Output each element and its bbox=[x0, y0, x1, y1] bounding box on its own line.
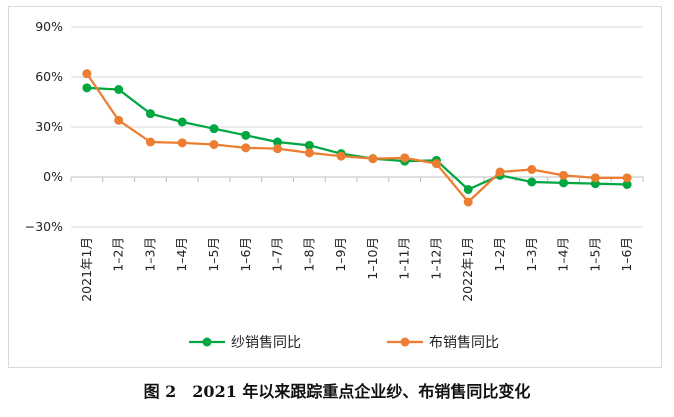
figure-caption: 图 2 2021 年以来跟踪重点企业纱、布销售同比变化 bbox=[143, 382, 531, 401]
x-tick-label: 1–6月 bbox=[619, 237, 634, 272]
x-tick-label: 1–11月 bbox=[397, 237, 412, 280]
x-tick-label: 2022年1月 bbox=[460, 237, 475, 302]
data-point bbox=[495, 167, 505, 177]
data-point bbox=[273, 144, 283, 154]
x-tick-label: 1–7月 bbox=[270, 237, 285, 272]
x-tick-label: 1–3月 bbox=[524, 237, 539, 272]
series-line bbox=[85, 73, 628, 204]
data-point bbox=[114, 85, 124, 94]
series-lines bbox=[82, 69, 632, 207]
data-point bbox=[527, 177, 537, 187]
x-tick-label: 1–12月 bbox=[428, 237, 443, 280]
data-point bbox=[304, 140, 314, 150]
data-point bbox=[527, 165, 537, 174]
data-point bbox=[590, 173, 600, 183]
data-point bbox=[622, 173, 632, 183]
y-tick-label: 60% bbox=[35, 69, 63, 84]
x-tick-label: 1–8月 bbox=[301, 237, 316, 272]
x-tick-label: 1–6月 bbox=[238, 237, 253, 272]
x-tick-label: 1–4月 bbox=[556, 237, 571, 272]
legend-swatch-marker bbox=[202, 337, 212, 347]
y-tick-label: −30% bbox=[25, 219, 63, 234]
legend-swatch-marker bbox=[400, 337, 410, 347]
data-point bbox=[431, 159, 441, 169]
line-chart: 90% 60% 30% 0% −30% 2021年1月 1–2月 1–3月 1–4月 1–5月 1… bbox=[25, 19, 644, 351]
data-point bbox=[273, 137, 283, 147]
x-tick-label: 1–2月 bbox=[111, 237, 126, 272]
x-tick-label: 1–9月 bbox=[333, 237, 348, 272]
y-tick-label: 0% bbox=[43, 169, 63, 184]
legend-label: 布销售同比 bbox=[429, 335, 499, 351]
series-line bbox=[86, 86, 628, 191]
data-point bbox=[559, 170, 569, 180]
data-point bbox=[82, 69, 92, 79]
data-point bbox=[463, 197, 473, 207]
data-point bbox=[368, 154, 378, 164]
series-1 bbox=[82, 83, 632, 194]
data-point bbox=[241, 143, 251, 153]
data-point bbox=[463, 185, 473, 194]
data-point bbox=[177, 138, 187, 148]
gridlines bbox=[70, 26, 644, 228]
data-point bbox=[114, 115, 124, 125]
data-point bbox=[400, 153, 410, 163]
series-2 bbox=[82, 69, 632, 207]
y-tick-label: 30% bbox=[35, 119, 63, 134]
data-point bbox=[241, 130, 251, 140]
x-tick-label: 1–5月 bbox=[587, 237, 602, 272]
x-tick-label: 2021年1月 bbox=[79, 237, 94, 302]
x-tick-label: 1–4月 bbox=[174, 237, 189, 272]
data-point bbox=[82, 83, 92, 93]
legend-label: 纱销售同比 bbox=[231, 335, 301, 351]
data-point bbox=[559, 178, 569, 188]
data-point bbox=[145, 137, 155, 147]
x-tick-label: 1–2月 bbox=[492, 237, 507, 272]
legend-item: 布销售同比 bbox=[387, 335, 499, 351]
data-point bbox=[209, 140, 219, 149]
data-point bbox=[177, 117, 187, 127]
x-tick-label: 1–10月 bbox=[365, 237, 380, 280]
chart-frame: 90% 60% 30% 0% −30% 2021年1月 1–2月 1–3月 1–4月 1–5月 1… bbox=[8, 6, 662, 368]
data-point bbox=[304, 148, 314, 158]
x-tick-label: 1–5月 bbox=[206, 237, 221, 272]
data-point bbox=[209, 124, 219, 134]
x-tick-label: 1–3月 bbox=[142, 237, 157, 272]
y-axis-tick-labels: 90% 60% 30% 0% −30% bbox=[25, 19, 63, 234]
x-axis-tick-labels: 2021年1月 1–2月 1–3月 1–4月 1–5月 1–6月 1–7月 1–8月 1–9月 1… bbox=[79, 237, 634, 302]
legend-item: 纱销售同比 bbox=[189, 335, 301, 351]
data-point bbox=[145, 109, 155, 119]
data-point bbox=[622, 180, 632, 189]
data-point bbox=[336, 151, 346, 161]
y-tick-label: 90% bbox=[35, 19, 63, 34]
legend: 纱销售同比 布销售同比 bbox=[189, 335, 499, 351]
